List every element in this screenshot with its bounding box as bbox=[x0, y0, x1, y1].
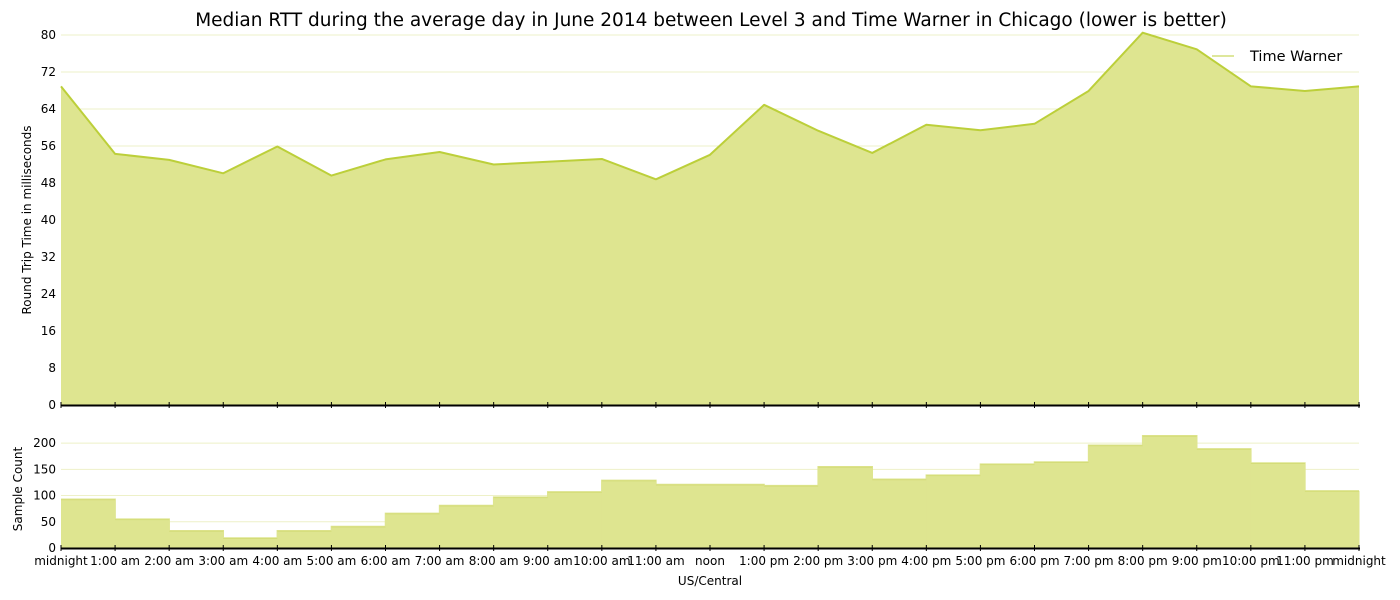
x-tick-label: 2:00 am bbox=[144, 554, 194, 568]
x-tick-label: midnight bbox=[1332, 554, 1386, 568]
x-tick-label: 8:00 pm bbox=[1118, 554, 1168, 568]
sample-count-bar bbox=[655, 484, 711, 548]
top-y-tick-label: 40 bbox=[41, 213, 56, 227]
x-tick-label: 3:00 pm bbox=[847, 554, 897, 568]
x-tick-label: 5:00 am bbox=[307, 554, 357, 568]
top-y-tick-label: 64 bbox=[41, 102, 56, 116]
sample-count-bar bbox=[547, 491, 603, 548]
sample-count-bar bbox=[710, 484, 765, 548]
top-y-tick-label: 56 bbox=[41, 139, 56, 153]
bottom-y-tick-label: 200 bbox=[33, 436, 56, 450]
sample-count-bar bbox=[439, 505, 495, 548]
top-y-tick-label: 48 bbox=[41, 176, 56, 190]
sample-count-bar bbox=[493, 497, 549, 548]
sample-count-bar bbox=[1142, 435, 1198, 548]
sample-count-bar bbox=[1196, 448, 1252, 548]
x-tick-label: 2:00 pm bbox=[793, 554, 843, 568]
sample-count-bar bbox=[872, 479, 927, 548]
x-tick-label: 1:00 am bbox=[90, 554, 140, 568]
x-tick-label: 8:00 am bbox=[469, 554, 519, 568]
sample-count-bar bbox=[277, 530, 332, 548]
top-y-tick-label: 8 bbox=[48, 361, 56, 375]
x-tick-label: 6:00 pm bbox=[1009, 554, 1059, 568]
sample-count-bar bbox=[1304, 490, 1360, 548]
x-tick-label: 9:00 pm bbox=[1172, 554, 1222, 568]
x-tick-label: 1:00 pm bbox=[739, 554, 789, 568]
sample-count-bar bbox=[331, 526, 386, 548]
sample-count-bar bbox=[926, 475, 981, 548]
x-tick-label: 10:00 pm bbox=[1222, 554, 1280, 568]
sample-count-bar bbox=[223, 538, 278, 548]
x-tick-label: 10:00 am bbox=[573, 554, 630, 568]
top-y-axis-label: Round Trip Time in milliseconds bbox=[20, 125, 34, 314]
series-area-time-warner bbox=[61, 32, 1359, 405]
x-tick-label: 7:00 pm bbox=[1064, 554, 1114, 568]
legend-label: Time Warner bbox=[1249, 49, 1342, 65]
bottom-y-axis-label: Sample Count bbox=[11, 446, 25, 531]
x-tick-label: 11:00 am bbox=[627, 554, 684, 568]
sample-count-bar bbox=[601, 480, 657, 548]
x-tick-label: 6:00 am bbox=[361, 554, 411, 568]
bottom-y-tick-label: 150 bbox=[33, 462, 56, 476]
sample-count-bar bbox=[980, 464, 1035, 548]
x-tick-label: 9:00 am bbox=[523, 554, 573, 568]
sample-count-bar bbox=[1250, 463, 1306, 548]
sample-count-bar bbox=[1088, 445, 1144, 548]
x-tick-label: 11:00 pm bbox=[1276, 554, 1334, 568]
sample-count-bar bbox=[1034, 461, 1090, 548]
x-tick-label: noon bbox=[695, 554, 725, 568]
bottom-y-tick-label: 0 bbox=[48, 541, 56, 555]
x-tick-label: midnight bbox=[34, 554, 88, 568]
sample-count-bar bbox=[61, 499, 116, 548]
top-y-tick-label: 80 bbox=[41, 28, 56, 42]
x-tick-label: 3:00 am bbox=[198, 554, 248, 568]
x-axis-label: US/Central bbox=[678, 574, 742, 588]
top-y-tick-label: 16 bbox=[41, 324, 56, 338]
sample-count-bar bbox=[764, 485, 819, 548]
chart-title: Median RTT during the average day in Jun… bbox=[195, 10, 1227, 31]
sample-count-bar bbox=[115, 519, 170, 548]
sample-count-step-line bbox=[61, 435, 1359, 539]
top-y-tick-label: 0 bbox=[48, 398, 56, 412]
x-tick-label: 4:00 pm bbox=[901, 554, 951, 568]
top-y-tick-label: 32 bbox=[41, 250, 56, 264]
bottom-y-tick-label: 100 bbox=[33, 489, 56, 503]
x-tick-label: 7:00 am bbox=[415, 554, 465, 568]
x-tick-label: 5:00 pm bbox=[955, 554, 1005, 568]
bottom-y-tick-label: 50 bbox=[41, 515, 56, 529]
sample-count-bar bbox=[169, 530, 224, 548]
top-y-tick-label: 24 bbox=[41, 287, 56, 301]
x-tick-label: 4:00 am bbox=[252, 554, 302, 568]
top-y-tick-label: 72 bbox=[41, 65, 56, 79]
sample-count-bar bbox=[818, 466, 873, 548]
sample-count-bar bbox=[385, 513, 441, 548]
